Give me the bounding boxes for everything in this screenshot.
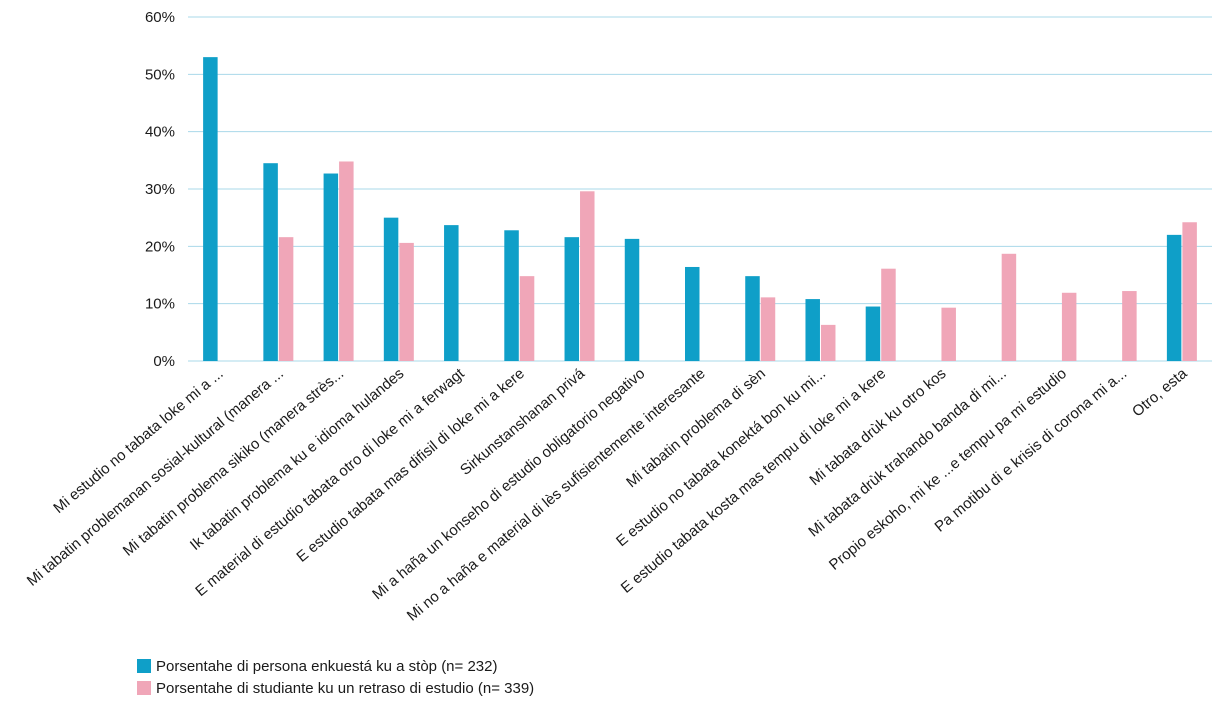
bar-series-1 bbox=[805, 299, 820, 361]
bar-series-2 bbox=[760, 297, 776, 361]
y-tick-label: 30% bbox=[145, 181, 175, 198]
bar-series-2 bbox=[1061, 292, 1077, 361]
x-tick-label: Mi a haña un konseho di estudio obligato… bbox=[369, 365, 648, 603]
x-tick-label: Mi tabatin problema sikiko (manera strès… bbox=[120, 365, 347, 560]
x-tick-label: E estudio no tabata konektá bon ku mi... bbox=[613, 365, 829, 550]
bar-series-1 bbox=[685, 266, 700, 361]
legend-item-series-1: Porsentahe di persona enkuestá ku a stòp… bbox=[137, 655, 534, 677]
bar-series-2 bbox=[1122, 291, 1137, 361]
bar-series-2 bbox=[399, 242, 414, 361]
x-tick-label: E estudio tabata mas difisil di loke mi … bbox=[293, 365, 527, 566]
bar-series-1 bbox=[504, 230, 519, 361]
y-tick-label: 10% bbox=[145, 296, 175, 313]
bar-series-1 bbox=[624, 238, 640, 361]
x-tick-label: Otro, esta bbox=[1129, 365, 1191, 421]
x-tick-label: Ik tabatin problema ku e idioma hulandes bbox=[187, 365, 407, 554]
y-tick-label: 60% bbox=[145, 9, 175, 26]
bar-series-2 bbox=[339, 161, 354, 361]
legend-label-series-2: Porsentahe di studiante ku un retraso di… bbox=[156, 679, 535, 697]
bar-series-1 bbox=[383, 217, 399, 361]
bar-series-1 bbox=[203, 57, 218, 362]
bar-series-1 bbox=[745, 276, 760, 361]
bar-chart: 0%10%20%30%40%50%60%Mi estudio no tabata… bbox=[24, 9, 1212, 625]
bar-series-2 bbox=[941, 307, 956, 361]
bar-series-1 bbox=[263, 163, 278, 361]
bar-series-2 bbox=[1182, 222, 1197, 361]
bar-series-1 bbox=[865, 306, 881, 361]
y-tick-label: 20% bbox=[145, 238, 175, 255]
bar-series-1 bbox=[564, 237, 580, 361]
bar-series-2 bbox=[278, 237, 294, 361]
bar-series-2 bbox=[519, 276, 535, 361]
bar-series-2 bbox=[1001, 253, 1017, 361]
y-tick-label: 40% bbox=[145, 124, 175, 141]
legend-label-series-1: Porsentahe di persona enkuestá ku a stòp… bbox=[156, 657, 498, 675]
bar-series-1 bbox=[323, 173, 339, 361]
legend-swatch-series-2 bbox=[137, 681, 151, 695]
legend-item-series-2: Porsentahe di studiante ku un retraso di… bbox=[137, 677, 534, 699]
legend-swatch-series-1 bbox=[137, 659, 151, 673]
bar-series-1 bbox=[1166, 234, 1182, 361]
bar-series-2 bbox=[580, 191, 595, 361]
y-tick-label: 50% bbox=[145, 66, 175, 83]
bar-series-1 bbox=[444, 225, 459, 361]
bar-series-2 bbox=[881, 268, 896, 361]
legend: Porsentahe di persona enkuestá ku a stòp… bbox=[137, 655, 534, 699]
bar-series-2 bbox=[820, 324, 836, 361]
y-tick-label: 0% bbox=[153, 353, 175, 370]
